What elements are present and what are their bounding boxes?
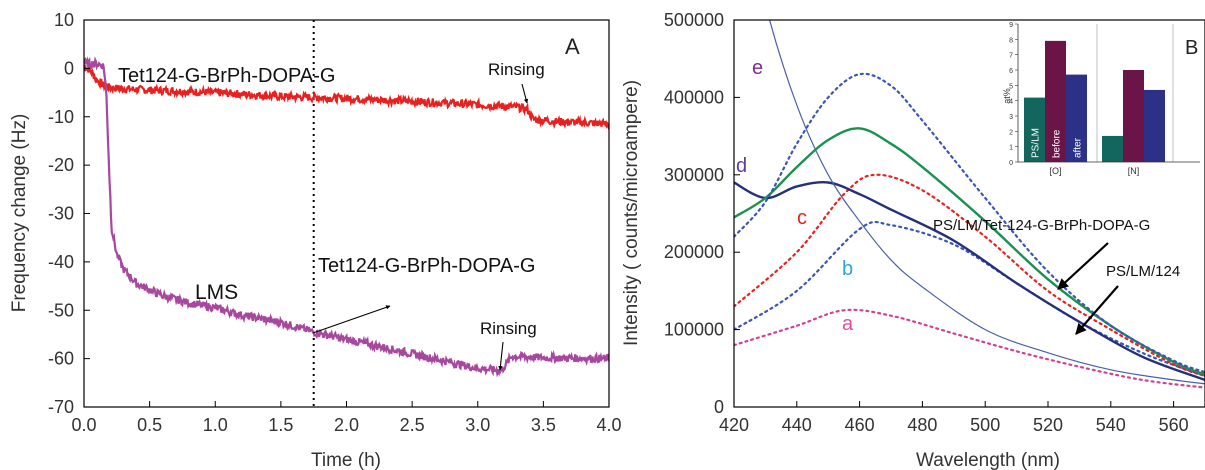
curve-label-e: e [752,57,763,79]
curve-label-c: c [797,207,807,229]
series-line-lms [84,56,609,378]
x-tick-label: 500 [970,415,1000,435]
inset-y-tick-label: 5 [1009,83,1013,90]
arrow-rinsing-bottom [498,341,504,371]
inset-y-tick-label: 4 [1009,99,1013,106]
panel-b-label: B [1185,37,1198,59]
y-tick-label: 100000 [664,320,724,340]
x-tick-label: 0.0 [71,415,96,435]
inset-y-tick-label: 8 [1009,37,1013,44]
inset-y-tick-label: 6 [1009,68,1013,75]
panel-b-frame [733,19,1205,408]
arrow-ps-lm-124 [1075,285,1119,335]
series-line-d [734,181,1205,382]
panel-b-ylabel: Intensity ( counts/microampere) [621,80,642,346]
panel-b-chart: 420 440 460 480 500 520 540 5600100000200000300… [621,10,1205,470]
x-tick-label: 460 [845,415,875,435]
curve-label-a: a [842,313,854,335]
x-tick-label: 1.5 [268,415,293,435]
inset-y-tick-label: 7 [1009,53,1013,60]
series-line-b [734,220,1205,378]
y-tick-label: 500000 [664,10,724,30]
series-line-a [734,308,1205,389]
annotation-ps-lm-124: PS/LM/124 [1106,263,1180,280]
inset-category-label: [N] [1128,166,1140,176]
inset-bar-label: PS/LM [1031,128,1042,158]
x-tick-label: 420 [719,415,749,435]
arrow-tet124-vline [312,305,391,334]
y-tick-label: 0 [64,58,74,78]
x-tick-label: 3.5 [531,415,556,435]
inset-bar-label: after [1073,137,1084,158]
panel-b-xlabel: Wavelength (nm) [916,450,1060,470]
annotation-lms: LMS [195,281,238,304]
inset-category-label: [O] [1049,166,1061,176]
inset-bar-before-0 [1045,40,1066,162]
y-tick-label: -70 [48,397,74,417]
x-tick-label: 480 [907,415,937,435]
series-line-tet124-g-brph-dopa-g [84,64,609,131]
x-tick-label: 4.0 [596,415,621,435]
inset-y-tick-label: 2 [1009,129,1013,136]
arrow-rinsing-top [521,83,529,104]
inset-bar-ps-lm-1 [1102,135,1123,162]
annotation-rinsing-top: Rinsing [488,60,545,79]
x-tick-label: 0.5 [137,415,162,435]
series-line-e [768,20,1205,385]
inset-y-tick-label: 1 [1009,145,1013,152]
inset-bar-chart: PS/LM before after [O] [N] 0 1 2 3 4 5 6 7 8 9 at% B [1002,22,1200,176]
inset-y-tick-label: 3 [1009,114,1013,121]
inset-y-tick-label: 0 [1009,160,1013,167]
inset-bar-after-1 [1144,89,1165,162]
curve-label-d: d [736,155,747,177]
y-tick-label: -30 [48,204,74,224]
x-tick-label: 520 [1033,415,1063,435]
series-line-dotted-peak [734,72,1205,374]
inset-bar-ps-lm-0 [1024,97,1045,162]
panel-a-ylabel: Frequency change (Hz) [9,114,30,313]
annotation-tet124-vline: Tet124-G-BrPh-DOPA-G [318,255,535,277]
inset-bar-label: before [1052,129,1063,158]
x-tick-label: 2.0 [334,415,359,435]
x-tick-label: 440 [782,415,812,435]
inset-y-tick-label: 9 [1009,22,1013,29]
y-tick-label: -20 [48,155,74,175]
panel-a-label: A [565,34,580,59]
x-tick-label: 2.5 [400,415,425,435]
panel-a-xlabel: Time (h) [311,450,381,470]
series-line-c [734,173,1205,378]
panel-a-chart: 0.0 0.5 1.0 1.5 2.0 2.5 3.0 3.5 4.0 10 0 -10 -20 -30 -… [9,10,622,470]
y-tick-label: -60 [48,349,74,369]
y-tick-label: -10 [48,107,74,127]
curve-label-b: b [842,258,853,280]
inset-bar-after-0 [1066,74,1087,162]
annotation-ps-lm-tet124: PS/LM/Tet-124-G-BrPh-DOPA-G [933,217,1150,234]
y-tick-label: 10 [54,10,74,30]
annotation-tet124-top: Tet124-G-BrPh-DOPA-G [118,65,335,87]
x-tick-label: 540 [1096,415,1126,435]
x-tick-label: 3.0 [465,415,490,435]
annotation-rinsing-bottom: Rinsing [480,319,537,338]
y-tick-label: -50 [48,300,74,320]
inset-bar-before-1 [1123,70,1144,162]
x-tick-label: 560 [1159,415,1189,435]
y-tick-label: -40 [48,252,74,272]
y-tick-label: 400000 [664,87,724,107]
y-tick-label: 300000 [664,165,724,185]
y-tick-label: 200000 [664,242,724,262]
arrow-ps-lm-tet124 [1057,242,1109,290]
inset-ylabel: at% [1002,88,1012,104]
y-tick-label: 0 [714,397,724,417]
x-tick-label: 1.0 [203,415,228,435]
